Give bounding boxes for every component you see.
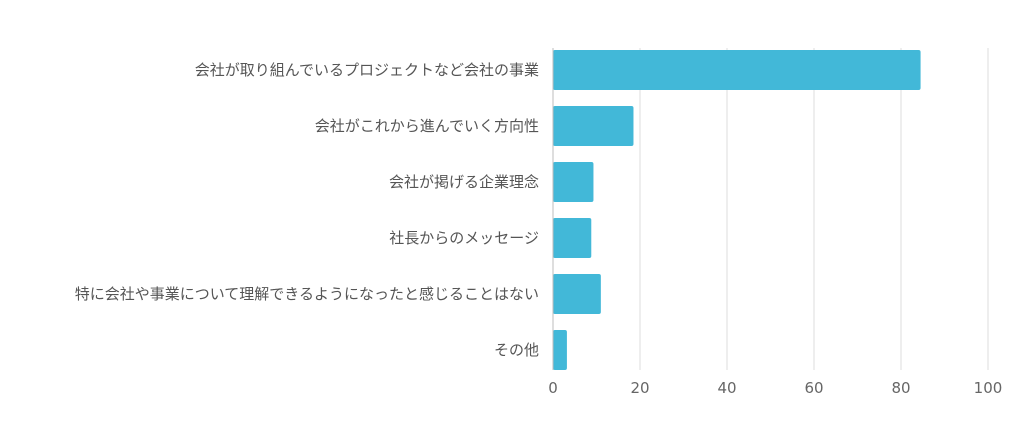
x-tick-label: 20 (630, 379, 649, 397)
x-tick-label: 80 (891, 379, 910, 397)
bar (553, 330, 567, 370)
bar (553, 162, 594, 202)
x-axis-tick-labels: 0 20 40 60 80 100 (548, 379, 1002, 397)
category-label: 会社が取り組んでいるプロジェクトなど会社の事業 (195, 61, 539, 79)
category-labels: 会社が取り組んでいるプロジェクトなど会社の事業会社がこれから進んでいく方向性会社… (75, 61, 539, 359)
category-label: 会社がこれから進んでいく方向性 (315, 117, 539, 135)
x-tick-label: 100 (974, 379, 1003, 397)
category-label: 会社が掲げる企業理念 (389, 173, 539, 191)
bar (553, 50, 921, 90)
bar (553, 218, 592, 258)
x-tick-label: 60 (804, 379, 823, 397)
bars (553, 50, 921, 370)
category-label: 社長からのメッセージ (389, 229, 539, 247)
x-tick-label: 40 (717, 379, 736, 397)
bar (553, 106, 634, 146)
category-label: その他 (494, 341, 539, 359)
bar (553, 274, 601, 314)
category-label: 特に会社や事業について理解できるようになったと感じることはない (75, 285, 539, 303)
x-tick-label: 0 (548, 379, 558, 397)
gridlines (639, 48, 989, 370)
